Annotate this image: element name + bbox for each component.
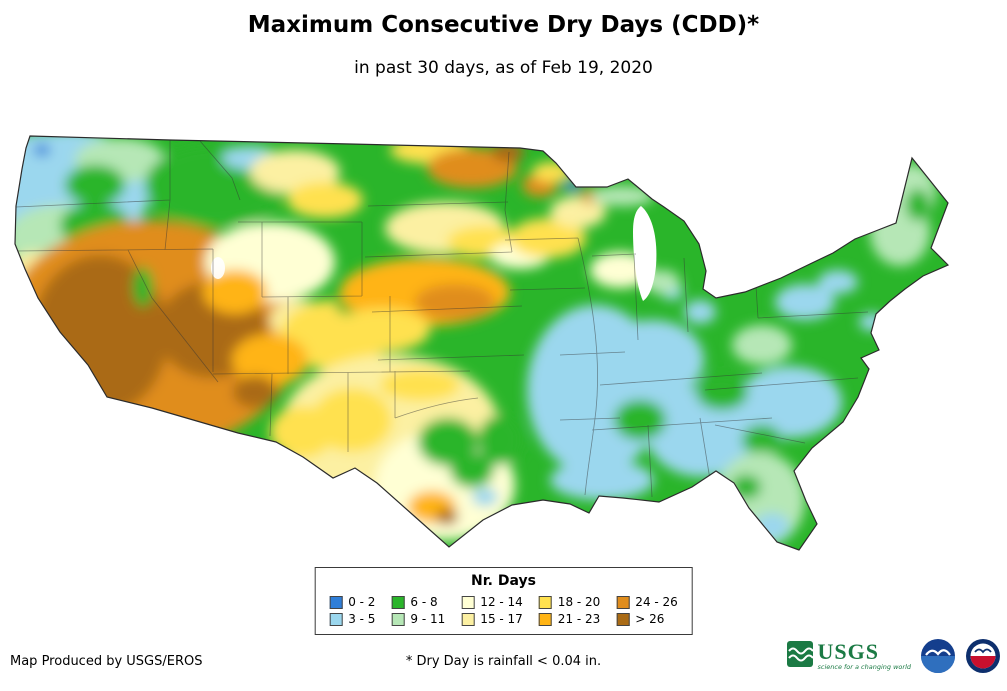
legend-item: 18 - 20: [538, 595, 601, 609]
legend-item-label: 24 - 26: [635, 595, 678, 609]
legend-item: 15 - 17: [461, 612, 523, 626]
legend-item-label: 9 - 11: [410, 612, 446, 626]
lakes: [211, 206, 657, 301]
legend: Nr. Days 0 - 2 3 - 5 6 - 8 9 - 11 12 - 14 15 …: [314, 567, 693, 635]
legend-item-label: 15 - 17: [480, 612, 523, 626]
state-boundaries: [15, 140, 869, 498]
legend-item-label: 12 - 14: [480, 595, 523, 609]
legend-swatch: [461, 595, 475, 609]
legend-item: 6 - 8: [391, 595, 445, 609]
map-credit: Map Produced by USGS/EROS: [10, 654, 203, 669]
us-outline: [14, 135, 950, 551]
legend-swatch: [461, 612, 475, 626]
usgs-logo-tagline: science for a changing world: [817, 663, 911, 672]
legend-swatch: [391, 612, 405, 626]
legend-item: 3 - 5: [329, 612, 375, 626]
usgs-wave-icon: [787, 641, 814, 668]
legend-item-label: 21 - 23: [557, 612, 601, 626]
dry-days-surface: [15, 136, 948, 550]
legend-item: > 26: [616, 612, 678, 626]
legend-swatch: [391, 595, 405, 609]
legend-item: 0 - 2: [329, 595, 375, 609]
usgs-logo: USGS science for a changing world: [787, 641, 911, 671]
us-map: [14, 135, 950, 551]
legend-swatch: [616, 612, 630, 626]
agency-logos: USGS science for a changing world: [787, 638, 1001, 674]
map-title: Maximum Consecutive Dry Days (CDD)*: [247, 12, 760, 38]
map-subtitle: in past 30 days, as of Feb 19, 2020: [354, 58, 653, 78]
legend-item-label: > 26: [635, 612, 665, 626]
legend-item-label: 6 - 8: [410, 595, 438, 609]
legend-item-label: 3 - 5: [348, 612, 376, 626]
dry-day-note: * Dry Day is rainfall < 0.04 in.: [405, 654, 602, 669]
legend-swatch: [538, 595, 552, 609]
legend-item: 12 - 14: [461, 595, 523, 609]
legend-item-label: 0 - 2: [348, 595, 376, 609]
legend-item: 24 - 26: [616, 595, 678, 609]
nws-logo-icon: [966, 639, 1000, 673]
legend-items: 0 - 2 3 - 5 6 - 8 9 - 11 12 - 14 15 - 17 18 - …: [329, 595, 678, 626]
legend-swatch: [329, 595, 343, 609]
legend-title: Nr. Days: [471, 573, 536, 589]
legend-item: 9 - 11: [391, 612, 445, 626]
legend-swatch: [329, 612, 343, 626]
usgs-logo-text: USGS: [817, 639, 879, 665]
legend-item: 21 - 23: [538, 612, 601, 626]
legend-swatch: [616, 595, 630, 609]
legend-item-label: 18 - 20: [557, 595, 601, 609]
legend-swatch: [538, 612, 552, 626]
noaa-logo-icon: [921, 639, 955, 673]
